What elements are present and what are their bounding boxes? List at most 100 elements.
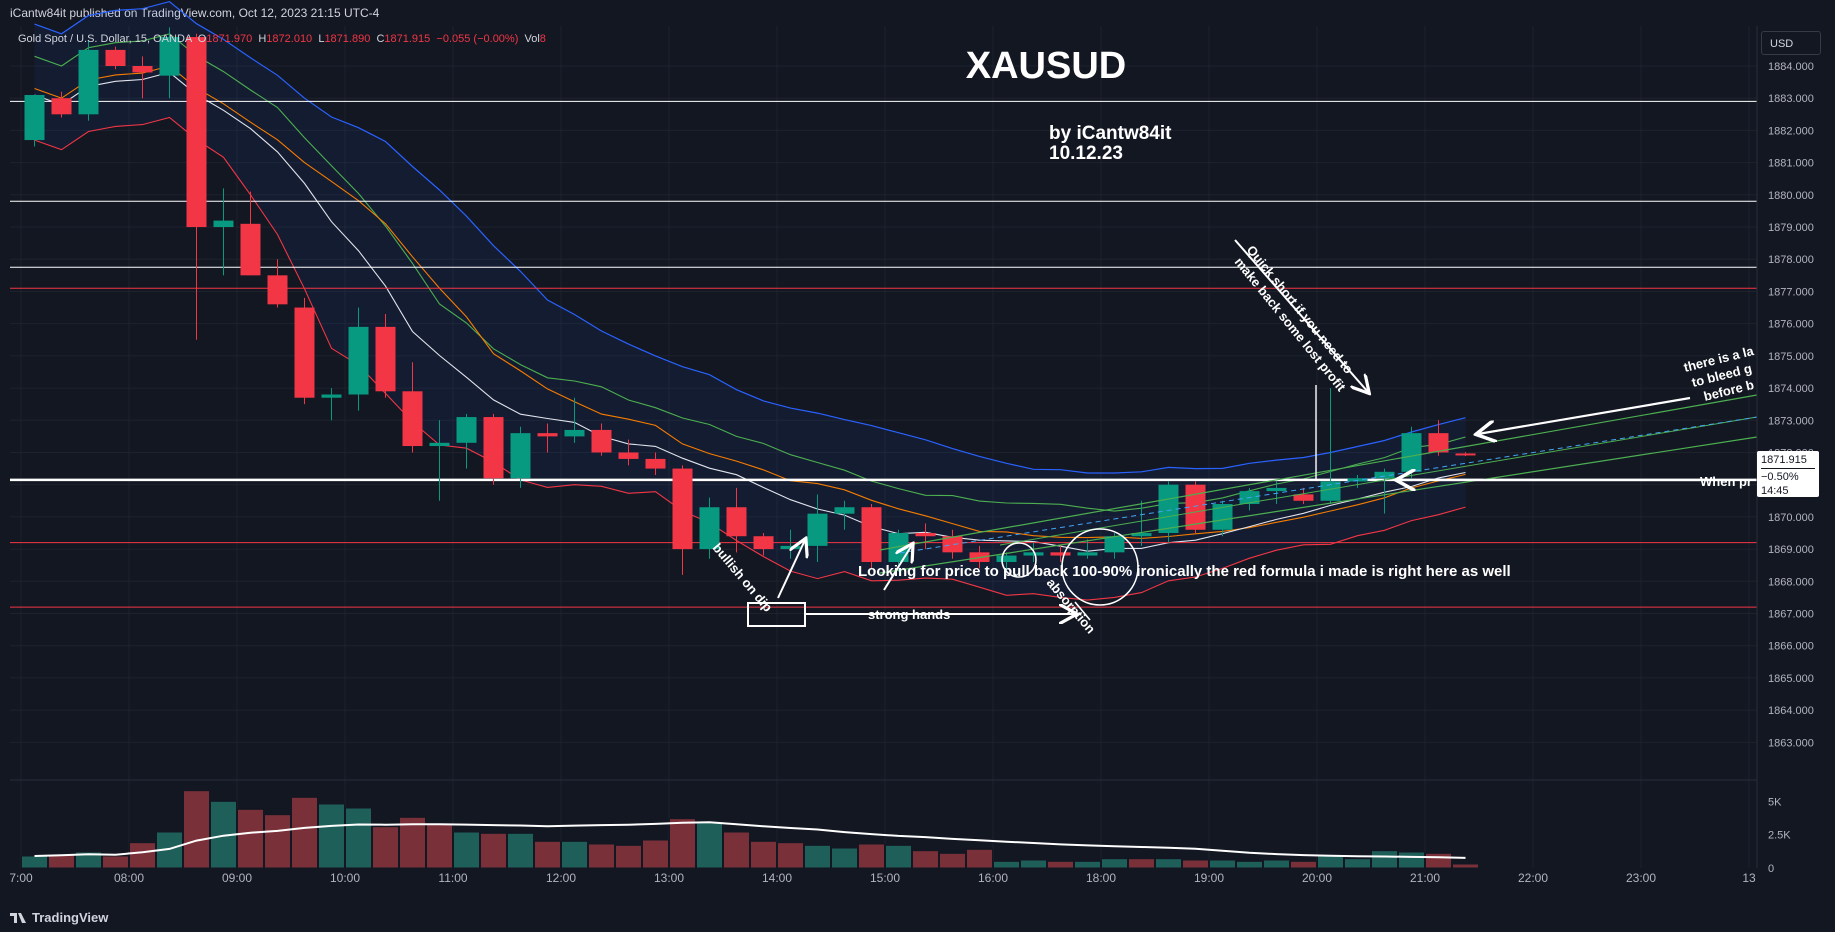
volume-bar	[858, 843, 885, 869]
y-tick-label: 1875.000	[1768, 351, 1814, 363]
candle-body	[996, 555, 1017, 562]
candle-body	[942, 536, 963, 553]
volume-bar	[912, 850, 939, 869]
candle-body	[1104, 536, 1125, 553]
y-tick-label: 1879.000	[1768, 222, 1814, 234]
candle-body	[240, 223, 261, 276]
candle-body	[861, 507, 882, 562]
candle-body	[1212, 504, 1233, 530]
volume-bar	[534, 840, 561, 869]
y-tick-label: 1864.000	[1768, 705, 1814, 717]
channel-dashed-line	[899, 416, 1758, 554]
y-tick-label: 1874.000	[1768, 383, 1814, 395]
candle-body	[1374, 471, 1395, 479]
tradingview-logo[interactable]: TradingView	[10, 904, 108, 931]
candle-body	[78, 49, 99, 115]
y-tick-label: 1867.000	[1768, 609, 1814, 621]
candle-body	[672, 468, 693, 550]
volume-bar	[750, 840, 777, 869]
orange-ma-line	[34, 65, 1466, 539]
volume-bar	[1344, 858, 1371, 869]
legend-vol-label: Vol	[524, 33, 540, 45]
volume-bar	[21, 855, 48, 869]
candle-body	[1266, 487, 1287, 492]
y-tick-label: 1878.000	[1768, 254, 1814, 266]
volume-bar	[885, 844, 912, 869]
when-price-label: When pr	[1700, 474, 1752, 489]
last-price: 1871.915	[1761, 454, 1807, 466]
footer: TradingView	[0, 904, 1835, 931]
y-tick-label: 1863.000	[1768, 737, 1814, 749]
x-tick-label: 20:00	[1302, 871, 1332, 885]
channel-lower-line	[879, 436, 1758, 574]
currency-button[interactable]: USD	[1761, 31, 1821, 55]
y-tick-label: 1868.000	[1768, 576, 1814, 588]
looking-for-pullback-note: Looking for price to pull back 100-90% i…	[858, 563, 1511, 580]
volume-tick-label: 0	[1768, 863, 1774, 875]
candle-body	[51, 98, 72, 115]
volume-bar	[1236, 860, 1263, 869]
volume-bar	[507, 832, 534, 869]
candle-body	[186, 37, 207, 228]
volume-bar	[669, 818, 696, 869]
candle-body	[483, 417, 504, 479]
x-tick-label: 21:00	[1410, 871, 1440, 885]
candle-body	[1401, 433, 1422, 472]
x-tick-label: 16:00	[978, 871, 1008, 885]
volume-bar	[453, 831, 480, 869]
x-tick-label: 7:00	[9, 871, 33, 885]
legend-change: −0.055 (−0.00%)	[436, 33, 519, 45]
candle-body	[456, 417, 477, 443]
volume-bar	[1398, 851, 1425, 869]
strong-hands-label: strong hands	[868, 607, 950, 622]
volume-bar	[426, 823, 453, 869]
x-tick-label: 10:00	[330, 871, 360, 885]
x-tick-label: 09:00	[222, 871, 252, 885]
quick-short-label-line1: Quick short if you need to	[1244, 242, 1357, 376]
candle-body	[699, 507, 720, 550]
candle-body	[753, 536, 774, 550]
legend-close: 1871.915	[384, 33, 431, 45]
volume-bar	[210, 800, 237, 869]
volume-bar	[1101, 858, 1128, 869]
volume-bar	[1371, 850, 1398, 869]
candle-body	[1455, 453, 1476, 456]
quick-short-arrow	[1234, 239, 1368, 392]
candle-body	[429, 442, 450, 447]
volume-bar	[345, 807, 372, 869]
x-tick-label: 14:00	[762, 871, 792, 885]
candle-body	[24, 94, 45, 141]
volume-bar	[642, 839, 669, 869]
axes: 1884.000 1883.000 1882.000 1881.000 1880.000…	[9, 26, 1814, 885]
y-tick-label: 1873.000	[1768, 415, 1814, 427]
legend-l-label: L	[318, 33, 325, 45]
quick-short-label-line2: make back some lost profit	[1232, 254, 1350, 394]
y-tick-label: 1882.000	[1768, 125, 1814, 137]
bar-countdown: 14:45	[1761, 485, 1789, 497]
candle-body	[780, 545, 801, 550]
candle-body	[1320, 481, 1341, 501]
x-tick-label: 19:00	[1194, 871, 1224, 885]
volume-bar	[291, 796, 318, 869]
candle-body	[1185, 484, 1206, 530]
x-tick-label: 18:00	[1086, 871, 1116, 885]
y-tick-label: 1876.000	[1768, 319, 1814, 331]
x-tick-label: 08:00	[114, 871, 144, 885]
indicator-lines	[34, 0, 1466, 601]
x-tick-label: 22:00	[1518, 871, 1548, 885]
candle-body	[510, 433, 531, 479]
x-tick-label: 23:00	[1626, 871, 1656, 885]
volume-bar	[831, 847, 858, 869]
circle-marker-large	[1061, 528, 1139, 606]
bleed-arrow	[1478, 396, 1691, 434]
candle-body	[1050, 552, 1071, 556]
y-tick-label: 1881.000	[1768, 158, 1814, 170]
drawings	[747, 239, 1758, 627]
candle-body	[1347, 478, 1368, 482]
legend-low: 1871.890	[324, 33, 371, 45]
grid	[10, 26, 1757, 868]
chart-date: 10.12.23	[1049, 143, 1123, 164]
candle-body	[402, 391, 423, 447]
